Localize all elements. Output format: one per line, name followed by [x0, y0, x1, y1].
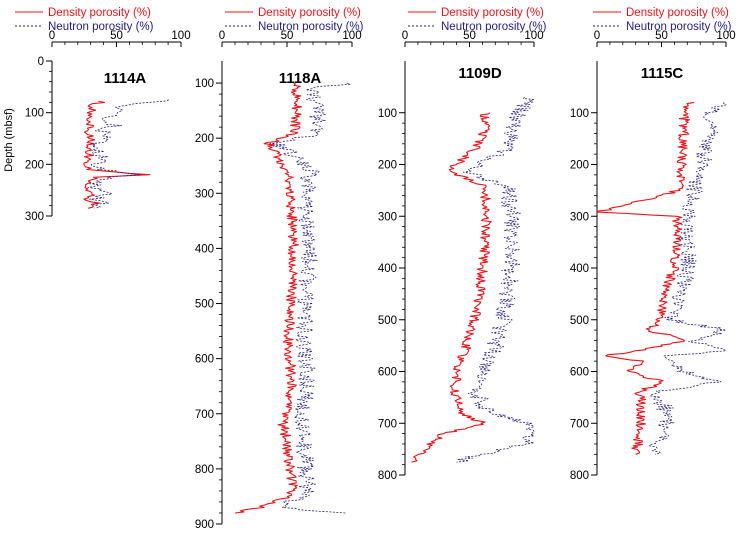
- y-tick-label: 200: [195, 133, 214, 145]
- y-tick-label: 100: [195, 78, 214, 90]
- neutron-porosity-curve: [87, 99, 169, 209]
- y-tick-label: 400: [570, 263, 589, 275]
- y-tick-label: 900: [195, 519, 214, 531]
- y-tick-label: 500: [570, 315, 589, 327]
- x-tick-label: 100: [716, 30, 735, 42]
- legend-neutron-label: Neutron porosity (%): [258, 21, 364, 33]
- y-tick-label: 100: [570, 108, 589, 120]
- y-tick-label: 300: [195, 188, 214, 200]
- x-tick-label: 50: [281, 30, 294, 42]
- x-tick-label: 50: [110, 30, 123, 42]
- panel-1115C: 0 50 100 100 200 300 400 500 600 700 800 1115C Densi…: [570, 7, 736, 482]
- y-tick-label: 400: [378, 263, 397, 275]
- y-tick-label: 200: [378, 160, 397, 172]
- y-tick-label: 800: [195, 464, 214, 476]
- x-tick-label: 100: [171, 30, 190, 42]
- panel-1114A: 0 50 100 0 100 200 300 1114A Density porosity (%…: [15, 7, 191, 223]
- y-tick-label: 600: [195, 354, 214, 366]
- panels-group: 0 50 100 0 100 200 300 1114A Density porosity (%…: [15, 7, 736, 531]
- y-tick-label: 300: [378, 211, 397, 223]
- x-tick-label: 100: [342, 30, 361, 42]
- x-tick-label: 100: [524, 30, 543, 42]
- legend: Density porosity (%) Neutron porosity (%): [15, 7, 154, 33]
- y-tick-label: 700: [570, 418, 589, 430]
- neutron-porosity-curve: [648, 102, 727, 455]
- y-tick-label: 600: [570, 367, 589, 379]
- panel-title: 1114A: [104, 70, 147, 87]
- density-porosity-curve: [83, 100, 151, 209]
- y-tick-label: 500: [195, 299, 214, 311]
- y-tick-label: 600: [378, 367, 397, 379]
- y-tick-label: 100: [378, 108, 397, 120]
- x-tick-label: 0: [402, 30, 408, 42]
- y-tick-label: 300: [570, 211, 589, 223]
- y-tick-label: 800: [378, 470, 397, 482]
- legend-neutron-label: Neutron porosity (%): [626, 21, 732, 33]
- neutron-porosity-curve: [456, 96, 535, 463]
- legend-density-label: Density porosity (%): [441, 7, 544, 19]
- panel-1118A: 0 50 100 100 200 300 400 500 600 700 800 900 1118A De…: [195, 7, 364, 531]
- legend-neutron-label: Neutron porosity (%): [48, 21, 154, 33]
- legend-density-label: Density porosity (%): [626, 7, 729, 19]
- x-tick-label: 50: [655, 30, 668, 42]
- y-tick-label: 800: [570, 470, 589, 482]
- legend-neutron-label: Neutron porosity (%): [441, 21, 547, 33]
- neutron-porosity-curve: [269, 82, 351, 514]
- y-tick-label: 200: [570, 160, 589, 172]
- y-tick-label: 200: [25, 159, 44, 171]
- x-tick-label: 50: [463, 30, 476, 42]
- x-tick-label: 0: [49, 30, 55, 42]
- density-porosity-curve: [234, 82, 303, 514]
- y-tick-label: 0: [38, 56, 44, 68]
- density-porosity-curve: [596, 101, 695, 455]
- legend-density-label: Density porosity (%): [258, 7, 361, 19]
- y-axis-title: Depth (mbsf): [3, 108, 15, 172]
- y-tick-label: 300: [25, 211, 44, 223]
- y-tick-label: 700: [195, 409, 214, 421]
- legend: Density porosity (%) Neutron porosity (%): [225, 7, 364, 33]
- y-tick-label: 500: [378, 315, 397, 327]
- panel-title: 1115C: [641, 65, 684, 82]
- legend: Density porosity (%) Neutron porosity (%): [593, 7, 732, 33]
- panel-1109D: 0 50 100 100 200 300 400 500 600 700 800 1109D Densi…: [378, 7, 547, 482]
- y-tick-label: 700: [378, 418, 397, 430]
- density-porosity-curve: [411, 112, 492, 463]
- panel-title: 1109D: [458, 65, 502, 82]
- legend-density-label: Density porosity (%): [48, 7, 151, 19]
- y-tick-label: 100: [25, 108, 44, 120]
- legend: Density porosity (%) Neutron porosity (%): [408, 7, 547, 33]
- y-tick-label: 400: [195, 243, 214, 255]
- panel-title: 1118A: [279, 70, 322, 87]
- x-tick-label: 0: [594, 30, 600, 42]
- x-tick-label: 0: [219, 30, 225, 42]
